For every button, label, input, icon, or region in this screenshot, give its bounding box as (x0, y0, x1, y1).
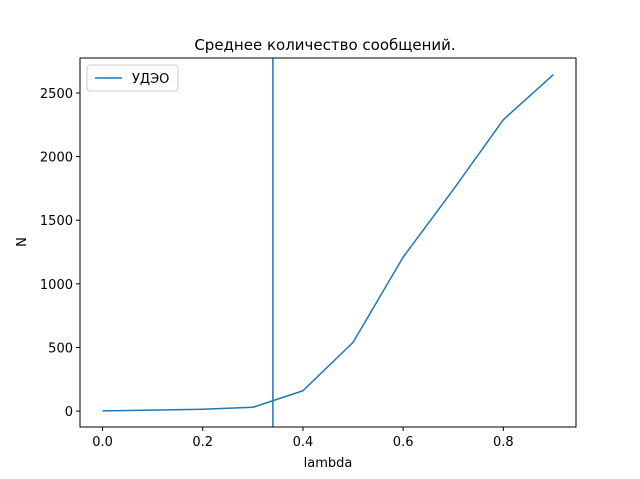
y-tick-label: 0 (65, 405, 73, 420)
x-axis: 0.0 0.2 0.4 0.6 0.8 (92, 427, 514, 450)
x-tick-label: 0.2 (192, 435, 213, 450)
legend: УДЭО (86, 64, 179, 92)
y-tick-label: 2000 (40, 151, 73, 166)
y-axis-label: N (15, 237, 30, 247)
x-tick-label: 0.4 (293, 435, 314, 450)
x-tick-label: 0.8 (493, 435, 514, 450)
series-line-0 (102, 73, 554, 412)
x-tick-label: 0.0 (92, 435, 113, 450)
y-tick-label: 1000 (40, 278, 73, 293)
legend-box (86, 64, 179, 92)
y-tick-label: 2500 (40, 87, 73, 102)
plot-area (102, 58, 554, 427)
y-axis: 0 500 1000 1500 2000 2500 (40, 87, 80, 420)
y-tick-label: 1500 (40, 214, 73, 229)
x-axis-label: lambda (304, 456, 353, 471)
axes-frame (79, 57, 577, 428)
legend-label: УДЭО (132, 72, 169, 87)
chart-title: Среднее количество сообщений. (194, 36, 455, 54)
x-tick-label: 0.6 (393, 435, 414, 450)
y-tick-label: 500 (48, 341, 73, 356)
